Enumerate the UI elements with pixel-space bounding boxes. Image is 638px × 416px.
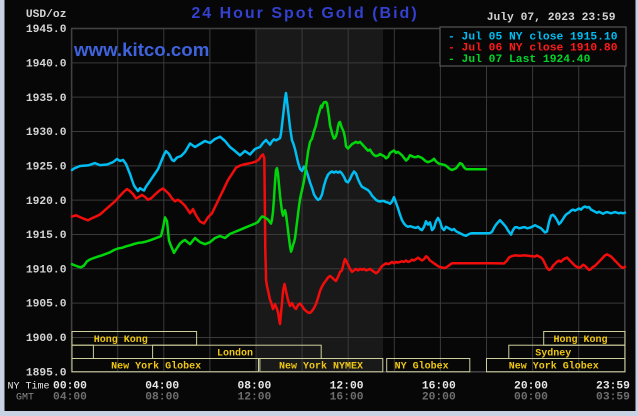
svg-text:1905.0: 1905.0 bbox=[26, 299, 67, 311]
svg-text:New York NYMEX: New York NYMEX bbox=[279, 361, 363, 373]
svg-text:- Jul 05 NY close 1915.10: - Jul 05 NY close 1915.10 bbox=[448, 32, 618, 44]
svg-text:- Jul 06 NY close 1910.80: - Jul 06 NY close 1910.80 bbox=[448, 43, 618, 55]
svg-text:- Jul 07 Last 1924.40: - Jul 07 Last 1924.40 bbox=[448, 54, 591, 66]
svg-text:GMT: GMT bbox=[16, 393, 34, 404]
svg-text:1900.0: 1900.0 bbox=[26, 333, 67, 345]
svg-text:Hong Kong: Hong Kong bbox=[94, 335, 148, 346]
svg-text:1935.0: 1935.0 bbox=[26, 93, 67, 105]
svg-text:00:00: 00:00 bbox=[53, 381, 87, 393]
svg-text:NY Time: NY Time bbox=[8, 381, 50, 393]
svg-text:12:00: 12:00 bbox=[330, 381, 364, 393]
svg-text:16:00: 16:00 bbox=[422, 381, 456, 393]
svg-text:NY Globex: NY Globex bbox=[395, 361, 449, 373]
svg-text:July 07, 2023 23:59: July 07, 2023 23:59 bbox=[487, 12, 616, 24]
svg-text:04:00: 04:00 bbox=[53, 392, 87, 404]
svg-text:20:00: 20:00 bbox=[514, 381, 548, 393]
svg-text:03:59: 03:59 bbox=[596, 392, 630, 404]
svg-text:00:00: 00:00 bbox=[514, 392, 548, 404]
svg-text:1940.0: 1940.0 bbox=[26, 58, 67, 70]
svg-text:16:00: 16:00 bbox=[330, 392, 364, 404]
svg-text:London: London bbox=[217, 347, 253, 359]
svg-text:New York Globex: New York Globex bbox=[509, 361, 599, 373]
svg-text:1915.0: 1915.0 bbox=[26, 230, 67, 242]
svg-text:New York Globex: New York Globex bbox=[111, 361, 201, 373]
svg-text:04:00: 04:00 bbox=[145, 381, 179, 393]
svg-text:12:00: 12:00 bbox=[237, 392, 271, 404]
svg-text:USD/oz: USD/oz bbox=[26, 9, 67, 21]
svg-text:08:00: 08:00 bbox=[237, 381, 271, 393]
svg-text:24 Hour Spot Gold (Bid): 24 Hour Spot Gold (Bid) bbox=[191, 5, 418, 22]
svg-text:1895.0: 1895.0 bbox=[26, 367, 67, 379]
svg-text:1945.0: 1945.0 bbox=[26, 24, 67, 36]
svg-text:www.kitco.com: www.kitco.com bbox=[73, 39, 209, 60]
svg-text:1930.0: 1930.0 bbox=[26, 127, 67, 139]
svg-text:1925.0: 1925.0 bbox=[26, 161, 67, 173]
svg-text:1920.0: 1920.0 bbox=[26, 196, 67, 208]
svg-text:1910.0: 1910.0 bbox=[26, 264, 67, 276]
svg-text:23:59: 23:59 bbox=[596, 381, 630, 393]
svg-text:Hong Kong: Hong Kong bbox=[554, 335, 608, 346]
svg-text:20:00: 20:00 bbox=[422, 392, 456, 404]
svg-text:Sydney: Sydney bbox=[535, 347, 571, 359]
svg-text:08:00: 08:00 bbox=[145, 392, 179, 404]
